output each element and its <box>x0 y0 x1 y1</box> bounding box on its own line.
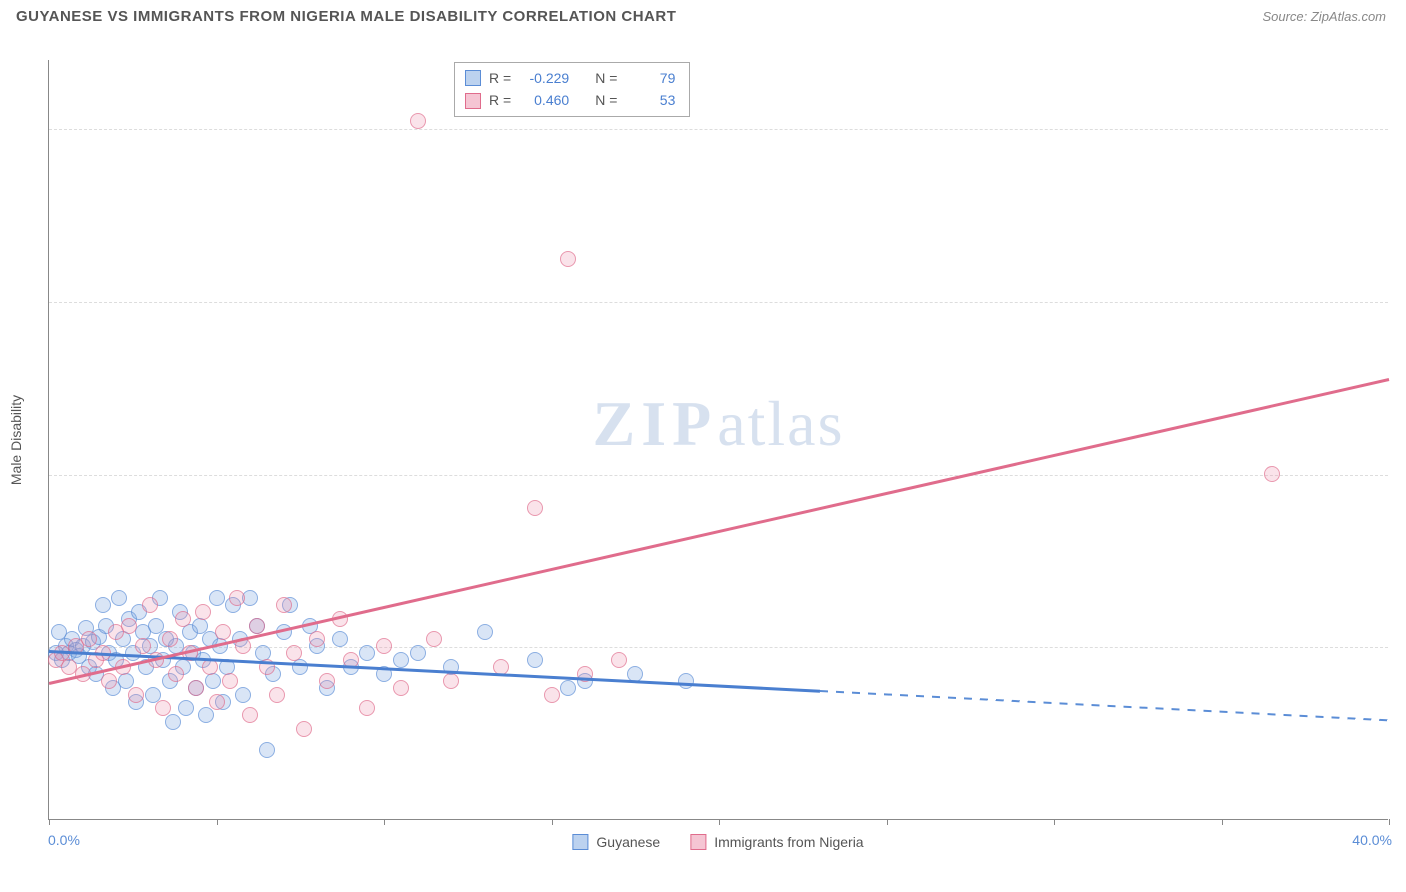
data-point <box>309 631 325 647</box>
data-point <box>286 645 302 661</box>
x-tick <box>1389 819 1390 825</box>
data-point <box>229 590 245 606</box>
data-point <box>162 631 178 647</box>
data-point <box>128 687 144 703</box>
x-tick <box>384 819 385 825</box>
legend-item-0: Guyanese <box>572 834 660 850</box>
x-axis-max-label: 40.0% <box>1352 832 1392 848</box>
data-point <box>1264 466 1280 482</box>
data-point <box>81 631 97 647</box>
trend-line <box>49 378 1390 684</box>
plot-area: ZIPatlas R = -0.229 N = 79 R = 0.460 N =… <box>48 60 1388 820</box>
data-point <box>242 707 258 723</box>
data-point <box>195 604 211 620</box>
y-axis-label: Male Disability <box>8 395 24 485</box>
x-tick <box>887 819 888 825</box>
swatch-blue-icon <box>465 70 481 86</box>
data-point <box>560 251 576 267</box>
data-point <box>527 652 543 668</box>
chart-source: Source: ZipAtlas.com <box>1262 9 1386 24</box>
data-point <box>118 673 134 689</box>
data-point <box>142 597 158 613</box>
stats-row-1: R = 0.460 N = 53 <box>465 89 675 111</box>
data-point <box>235 687 251 703</box>
gridline <box>49 302 1388 303</box>
data-point <box>148 618 164 634</box>
data-point <box>175 611 191 627</box>
data-point <box>165 714 181 730</box>
x-tick <box>49 819 50 825</box>
data-point <box>249 618 265 634</box>
data-point <box>376 638 392 654</box>
data-point <box>198 707 214 723</box>
data-point <box>560 680 576 696</box>
chart-header: GUYANESE VS IMMIGRANTS FROM NIGERIA MALE… <box>0 0 1406 29</box>
data-point <box>393 680 409 696</box>
swatch-blue-icon <box>572 834 588 850</box>
data-point <box>145 687 161 703</box>
x-tick <box>1054 819 1055 825</box>
data-point <box>259 742 275 758</box>
gridline <box>49 475 1388 476</box>
data-point <box>135 638 151 654</box>
data-point <box>319 673 335 689</box>
swatch-pink-icon <box>465 93 481 109</box>
data-point <box>205 673 221 689</box>
data-point <box>544 687 560 703</box>
data-point <box>269 687 285 703</box>
x-tick <box>552 819 553 825</box>
legend-item-1: Immigrants from Nigeria <box>690 834 863 850</box>
data-point <box>332 631 348 647</box>
data-point <box>215 624 231 640</box>
data-point <box>155 700 171 716</box>
swatch-pink-icon <box>690 834 706 850</box>
gridline <box>49 129 1388 130</box>
x-tick <box>217 819 218 825</box>
data-point <box>95 597 111 613</box>
data-point <box>276 597 292 613</box>
data-point <box>359 700 375 716</box>
data-point <box>192 618 208 634</box>
data-point <box>209 590 225 606</box>
data-point <box>209 694 225 710</box>
data-point <box>527 500 543 516</box>
data-point <box>678 673 694 689</box>
chart-container: Male Disability ZIPatlas R = -0.229 N = … <box>48 60 1388 820</box>
data-point <box>178 700 194 716</box>
stats-box: R = -0.229 N = 79 R = 0.460 N = 53 <box>454 62 690 117</box>
data-point <box>168 666 184 682</box>
legend: Guyanese Immigrants from Nigeria <box>572 834 863 850</box>
data-point <box>188 680 204 696</box>
chart-title: GUYANESE VS IMMIGRANTS FROM NIGERIA MALE… <box>16 8 676 25</box>
data-point <box>477 624 493 640</box>
watermark: ZIPatlas <box>593 387 845 461</box>
x-tick <box>719 819 720 825</box>
trend-line <box>819 690 1389 721</box>
data-point <box>222 673 238 689</box>
data-point <box>101 673 117 689</box>
data-point <box>359 645 375 661</box>
x-tick <box>1222 819 1223 825</box>
data-point <box>111 590 127 606</box>
x-axis-min-label: 0.0% <box>48 832 80 848</box>
data-point <box>296 721 312 737</box>
data-point <box>121 618 137 634</box>
data-point <box>410 113 426 129</box>
data-point <box>393 652 409 668</box>
data-point <box>202 659 218 675</box>
data-point <box>292 659 308 675</box>
data-point <box>410 645 426 661</box>
stats-row-0: R = -0.229 N = 79 <box>465 67 675 89</box>
data-point <box>611 652 627 668</box>
data-point <box>443 673 459 689</box>
data-point <box>426 631 442 647</box>
